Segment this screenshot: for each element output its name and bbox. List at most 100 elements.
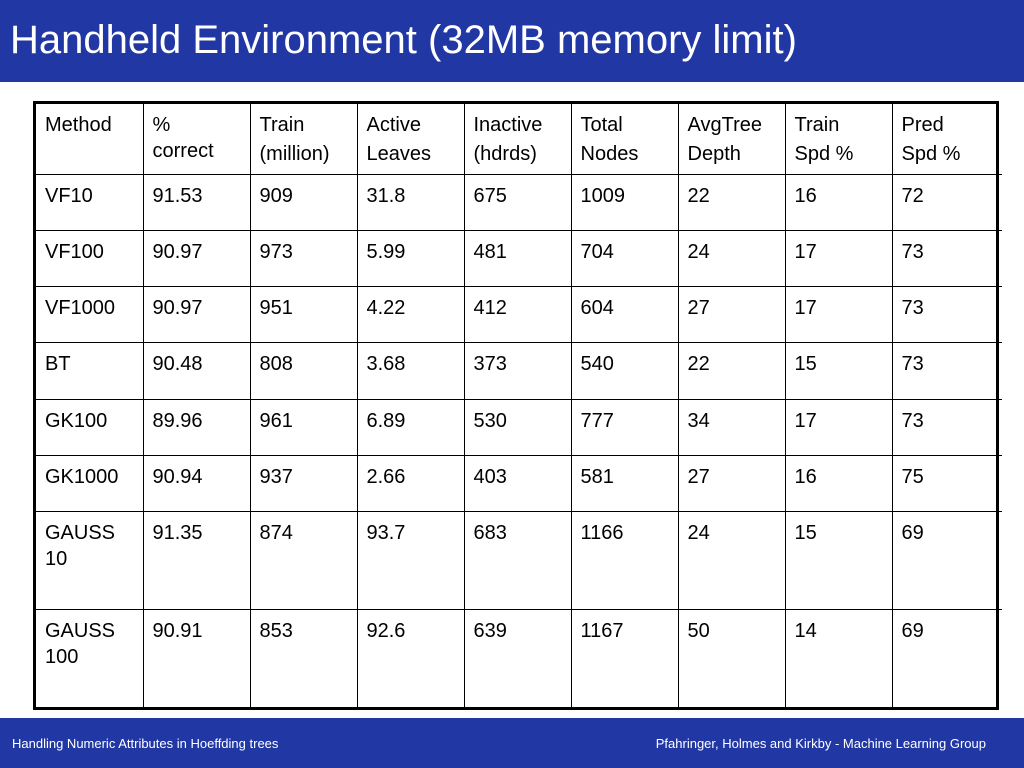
- cell-text: 73: [901, 409, 924, 432]
- cell-text: 808: [259, 353, 293, 376]
- cell-text: VF1000: [45, 297, 116, 320]
- cell-text: 17: [794, 409, 817, 432]
- cell-text: 581: [580, 465, 614, 488]
- footer-bar: Handling Numeric Attributes in Hoeffding…: [0, 718, 1024, 768]
- results-table: Method % correct Train (million) Active …: [36, 104, 1002, 707]
- header-pred-spd-line-2: Spd %: [901, 143, 961, 165]
- header-total-nodes: Total Nodes: [570, 104, 679, 175]
- cell-method: VF1000: [36, 286, 144, 344]
- cell-text: 874: [259, 522, 293, 545]
- cell-text: 69: [901, 522, 924, 545]
- cell-method: GK1000: [36, 454, 144, 513]
- header-active-leaves-line-1: Active: [366, 114, 421, 136]
- cell-total-nodes: 540: [570, 342, 679, 400]
- cell-text: 91.53: [152, 184, 203, 207]
- cell-text: 50: [687, 620, 710, 643]
- header-percent-correct-line-2: correct: [152, 140, 214, 162]
- cell-method: GAUSS 10: [36, 511, 144, 611]
- cell-text: VF100: [45, 240, 104, 263]
- cell-text: 24: [687, 522, 710, 545]
- cell-total-nodes: 1166: [570, 511, 679, 611]
- cell-method: GAUSS 100: [36, 609, 144, 707]
- cell-percent-correct: 90.97: [142, 229, 251, 288]
- cell-text: 89.96: [152, 409, 203, 432]
- cell-avgtree-depth: 27: [677, 454, 786, 513]
- cell-pred-spd: 75: [891, 454, 1002, 513]
- cell-pred-spd: 69: [891, 609, 1002, 707]
- header-train-spd: Train Spd %: [784, 104, 893, 175]
- cell-train-spd: 17: [784, 286, 893, 344]
- cell-inactive-hdrds: 639: [463, 609, 572, 707]
- cell-text: 90.91: [152, 620, 203, 643]
- table-row: VF1000 90.97 951 4.22 412 604 27 17 73: [36, 286, 1002, 344]
- cell-inactive-hdrds: 412: [463, 286, 572, 344]
- cell-text: 92.6: [366, 620, 406, 643]
- header-percent-correct-line-1: %: [152, 114, 171, 136]
- cell-text: 31.8: [366, 184, 406, 207]
- cell-percent-correct: 89.96: [142, 398, 251, 456]
- table-row: GAUSS 100 90.91 853 92.6 639 1167 50 14 …: [36, 609, 1002, 707]
- cell-text: 6.89: [366, 409, 406, 432]
- slide-title: Handheld Environment (32MB memory limit): [10, 18, 797, 62]
- cell-text: 675: [473, 184, 507, 207]
- header-train-spd-line-1: Train: [794, 114, 840, 136]
- cell-text: 69: [901, 620, 924, 643]
- cell-train-spd: 15: [784, 511, 893, 611]
- cell-train-million: 961: [249, 398, 358, 456]
- cell-text: 90.97: [152, 240, 203, 263]
- cell-inactive-hdrds: 683: [463, 511, 572, 611]
- cell-total-nodes: 581: [570, 454, 679, 513]
- cell-pred-spd: 73: [891, 286, 1002, 344]
- cell-text: 3.68: [366, 353, 406, 376]
- cell-train-million: 973: [249, 229, 358, 288]
- cell-percent-correct: 90.97: [142, 286, 251, 344]
- results-table-container: Method % correct Train (million) Active …: [33, 101, 1002, 710]
- cell-text: 91.35: [152, 522, 203, 545]
- title-bar: Handheld Environment (32MB memory limit): [0, 0, 1024, 82]
- cell-text: 15: [794, 353, 817, 376]
- cell-train-million: 937: [249, 454, 358, 513]
- cell-text: 973: [259, 240, 293, 263]
- cell-avgtree-depth: 24: [677, 229, 786, 288]
- cell-total-nodes: 1167: [570, 609, 679, 707]
- table-row: VF100 90.97 973 5.99 481 704 24 17 73: [36, 229, 1002, 288]
- table-row: GK1000 90.94 937 2.66 403 581 27 16 75: [36, 454, 1002, 513]
- cell-text: 937: [259, 465, 293, 488]
- cell-avgtree-depth: 50: [677, 609, 786, 707]
- cell-text: 481: [473, 240, 507, 263]
- cell-text: GK100: [45, 409, 108, 432]
- cell-text: 14: [794, 620, 817, 643]
- cell-text: 909: [259, 184, 293, 207]
- table-row: GAUSS 10 91.35 874 93.7 683 1166 24 15 6…: [36, 511, 1002, 611]
- cell-method: BT: [36, 342, 144, 400]
- cell-text: 683: [473, 522, 507, 545]
- cell-text: 17: [794, 297, 817, 320]
- cell-text: 15: [794, 522, 817, 545]
- header-total-nodes-line-1: Total: [580, 114, 623, 136]
- cell-method: VF10: [36, 174, 144, 231]
- table-row: GK100 89.96 961 6.89 530 777 34 17 73: [36, 398, 1002, 456]
- cell-text: 16: [794, 465, 817, 488]
- cell-text: 961: [259, 409, 293, 432]
- cell-text: BT: [45, 353, 71, 376]
- cell-text: 34: [687, 409, 710, 432]
- cell-avgtree-depth: 22: [677, 342, 786, 400]
- header-inactive-hdrds-line-1: Inactive: [473, 114, 543, 136]
- cell-train-spd: 16: [784, 174, 893, 231]
- cell-method: VF100: [36, 229, 144, 288]
- cell-pred-spd: 73: [891, 229, 1002, 288]
- cell-text: 24: [687, 240, 710, 263]
- cell-pred-spd: 72: [891, 174, 1002, 231]
- cell-text: 951: [259, 297, 293, 320]
- cell-text: 412: [473, 297, 507, 320]
- cell-text: 1167: [580, 620, 624, 643]
- cell-total-nodes: 777: [570, 398, 679, 456]
- cell-avgtree-depth: 24: [677, 511, 786, 611]
- table-row: VF10 91.53 909 31.8 675 1009 22 16 72: [36, 174, 1002, 231]
- header-train-spd-line-2: Spd %: [794, 143, 854, 165]
- cell-train-million: 874: [249, 511, 358, 611]
- table-row: BT 90.48 808 3.68 373 540 22 15 73: [36, 342, 1002, 400]
- cell-text: GAUSS 10: [45, 522, 116, 571]
- header-avgtree-depth-line-2: Depth: [687, 143, 741, 165]
- cell-total-nodes: 604: [570, 286, 679, 344]
